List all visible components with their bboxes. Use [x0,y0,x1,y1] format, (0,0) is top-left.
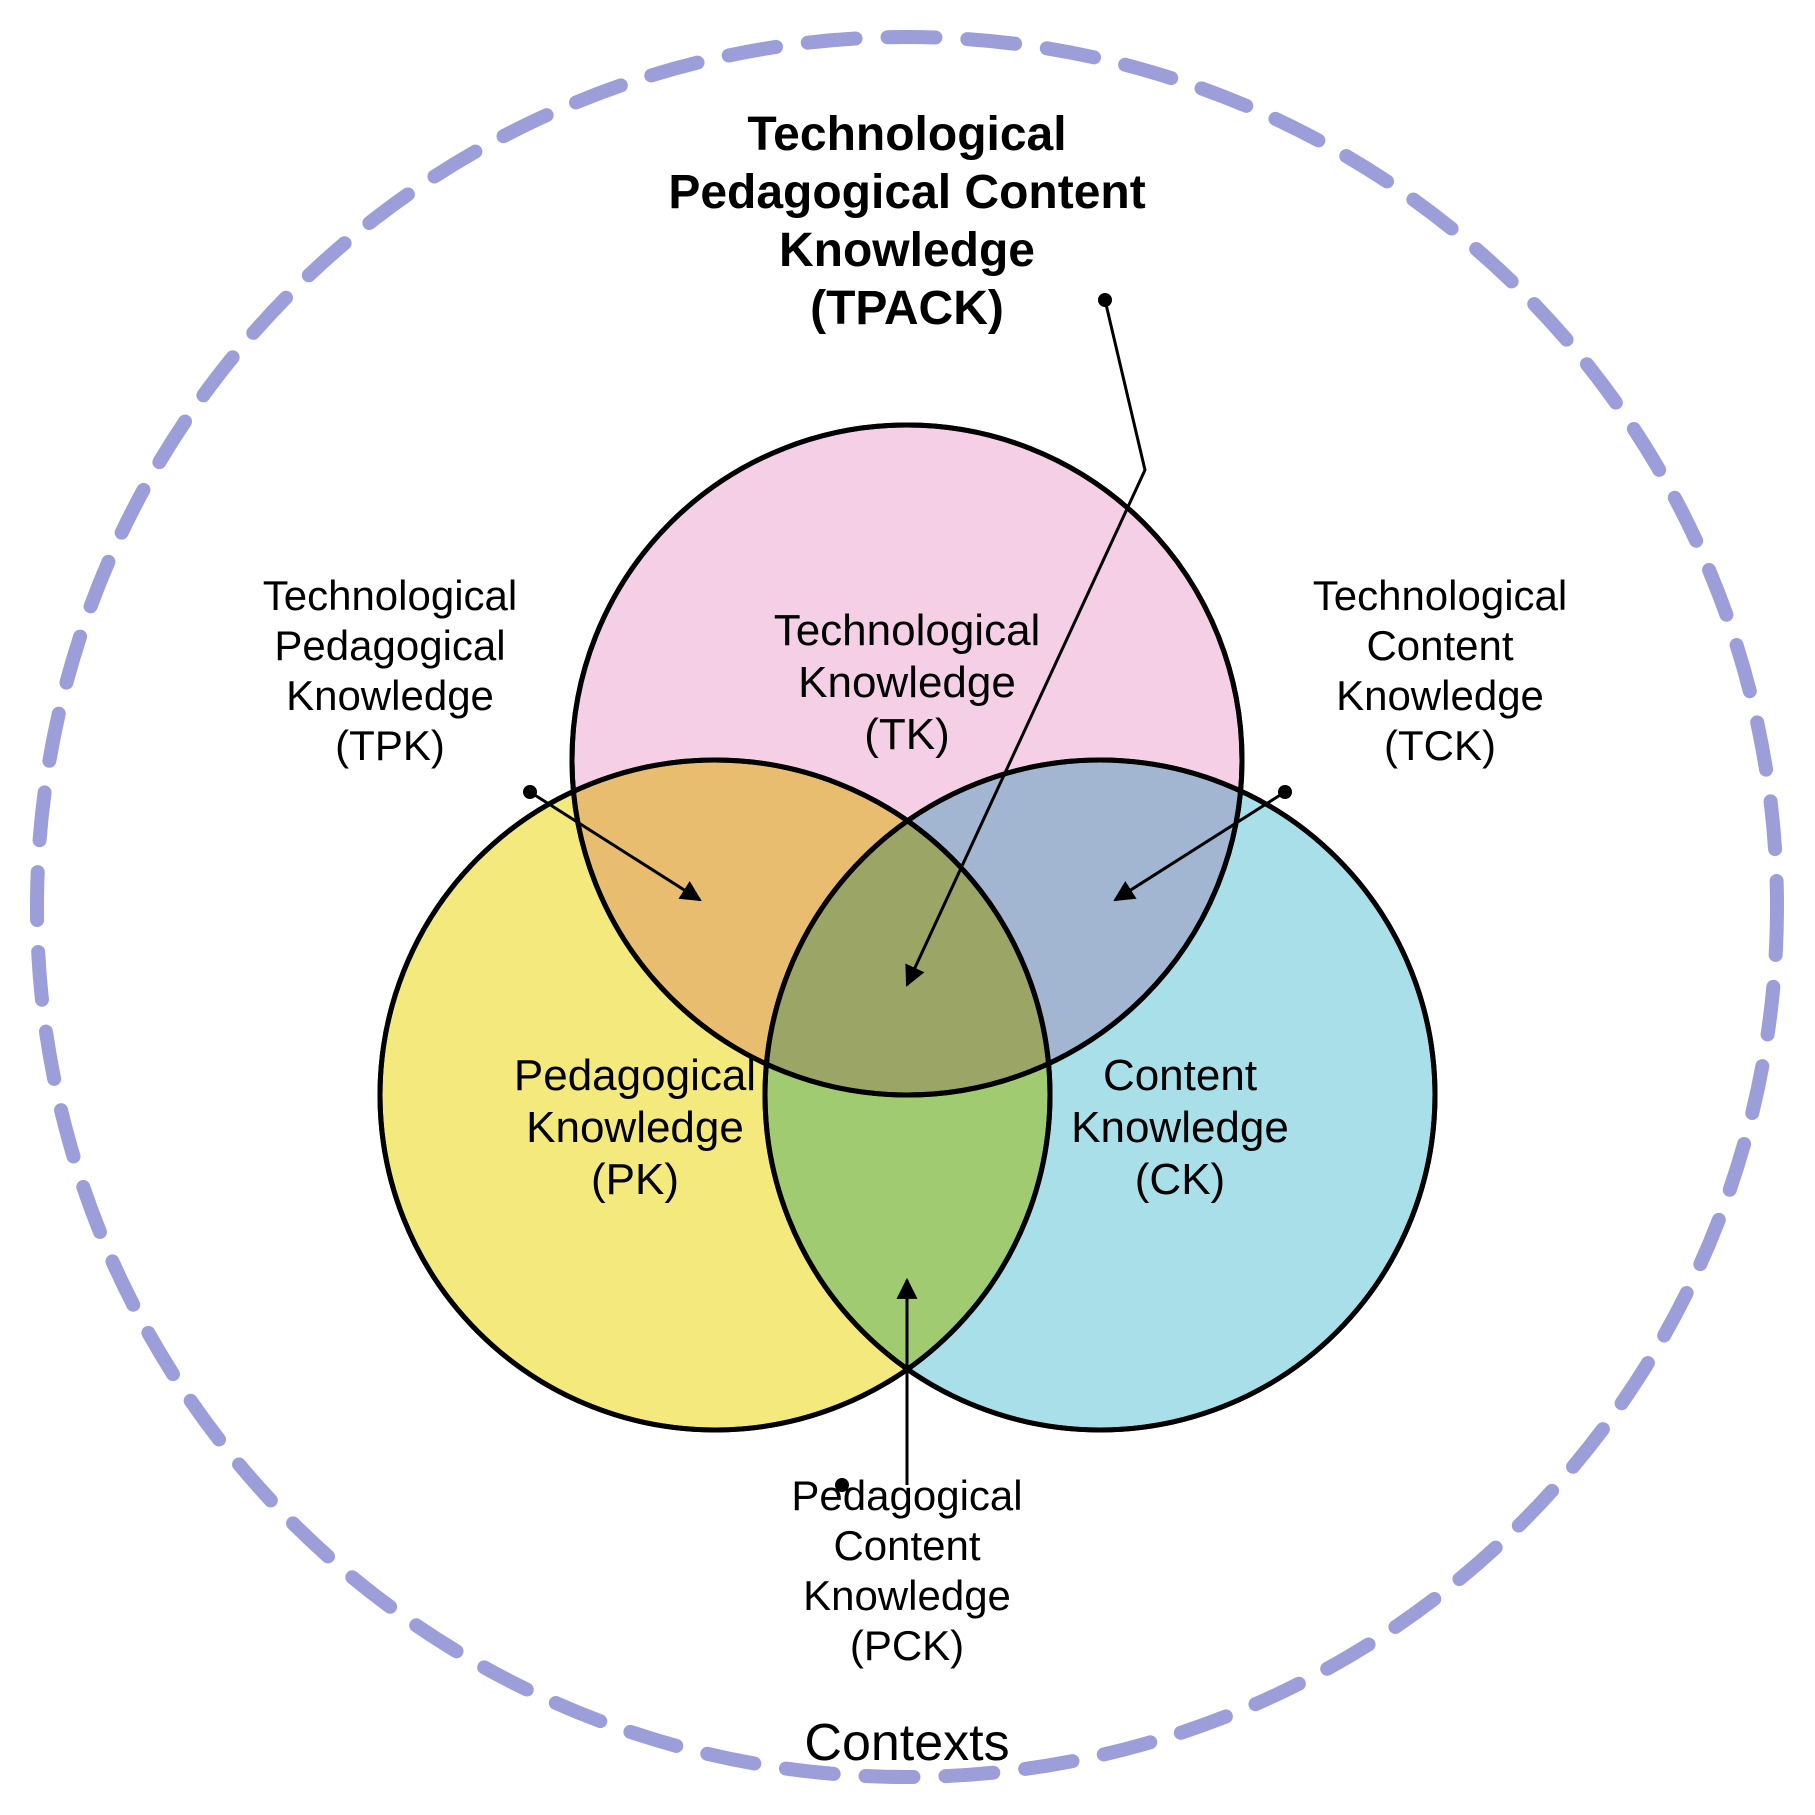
pointer-dot-tpk [523,785,537,799]
label-pk-line-1: Knowledge [526,1103,744,1152]
label-pck-line-3: (PCK) [850,1622,964,1669]
venn-circle-tk [572,425,1242,1095]
label-pk-line-0: Pedagogical [514,1051,756,1100]
venn-group [380,425,1435,1430]
label-title-line-2: Knowledge [779,224,1035,277]
label-pck-line-0: Pedagogical [791,1472,1022,1519]
label-contexts: Contexts [804,1714,1009,1772]
label-tpk-line-3: (TPK) [335,722,445,769]
label-ck-line-2: (CK) [1135,1155,1225,1204]
label-ck-line-1: Knowledge [1071,1103,1289,1152]
tpack-venn-diagram: TechnologicalPedagogical ContentKnowledg… [0,0,1815,1815]
label-tk-line-2: (TK) [864,710,950,759]
pointer-dot-tck [1278,785,1292,799]
label-tpk-line-2: Knowledge [286,672,494,719]
label-tk-line-1: Knowledge [798,658,1016,707]
label-title: TechnologicalPedagogical ContentKnowledg… [668,108,1145,335]
label-title-line-0: Technological [747,108,1066,161]
label-tpk: TechnologicalPedagogicalKnowledge(TPK) [263,572,518,769]
label-tpk-line-0: Technological [263,572,518,619]
label-title-line-1: Pedagogical Content [668,166,1145,219]
label-pck-line-2: Knowledge [803,1572,1011,1619]
label-tck-line-1: Content [1366,622,1513,669]
label-pck-line-1: Content [833,1522,980,1569]
label-ck-line-0: Content [1103,1051,1257,1100]
label-tk-line-0: Technological [774,606,1041,655]
label-title-line-3: (TPACK) [810,282,1004,335]
label-pck: PedagogicalContentKnowledge(PCK) [791,1472,1022,1669]
label-tck-line-0: Technological [1313,572,1568,619]
label-tck: TechnologicalContentKnowledge(TCK) [1313,572,1568,769]
label-pk-line-2: (PK) [591,1155,679,1204]
label-tck-line-2: Knowledge [1336,672,1544,719]
label-tck-line-3: (TCK) [1384,722,1496,769]
label-contexts-line-0: Contexts [804,1714,1009,1772]
pointer-dot-tpack [1098,293,1112,307]
label-tpk-line-1: Pedagogical [274,622,505,669]
